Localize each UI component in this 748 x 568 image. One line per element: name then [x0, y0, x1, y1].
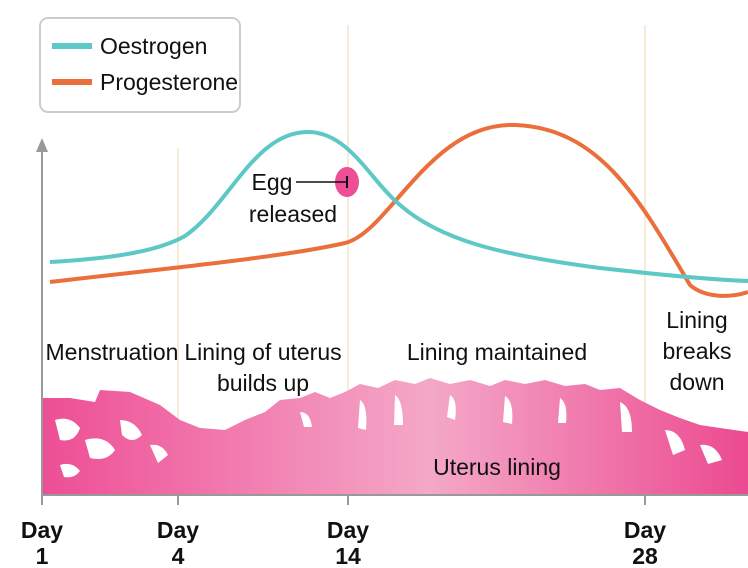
- day-label: 1: [36, 543, 49, 568]
- axis-arrow: [36, 138, 48, 152]
- annotation: Egg: [252, 169, 293, 195]
- day-label: Day: [624, 517, 666, 543]
- phase-label: breaks: [662, 338, 731, 364]
- phase-label: Menstruation: [46, 339, 179, 365]
- phase-label: Lining: [666, 307, 727, 333]
- egg-marker: [296, 167, 359, 197]
- legend-label: Oestrogen: [100, 33, 207, 59]
- phase-label: builds up: [217, 370, 309, 396]
- annotation: released: [249, 201, 337, 227]
- day-label: Day: [157, 517, 199, 543]
- phase-label: Lining of uterus: [184, 339, 341, 365]
- day-label: Day: [327, 517, 369, 543]
- day-label: 4: [172, 543, 185, 568]
- uterus-label: Uterus lining: [433, 454, 561, 480]
- day-label: Day: [21, 517, 63, 543]
- cycle-diagram: Egg released Oestrogen Progesterone Menst…: [0, 0, 748, 568]
- legend-label: Progesterone: [100, 69, 238, 95]
- day-label: 28: [632, 543, 658, 568]
- progesterone-curve: [50, 125, 748, 296]
- phase-label: Lining maintained: [407, 339, 587, 365]
- day-label: 14: [335, 543, 361, 568]
- phase-label: down: [670, 369, 725, 395]
